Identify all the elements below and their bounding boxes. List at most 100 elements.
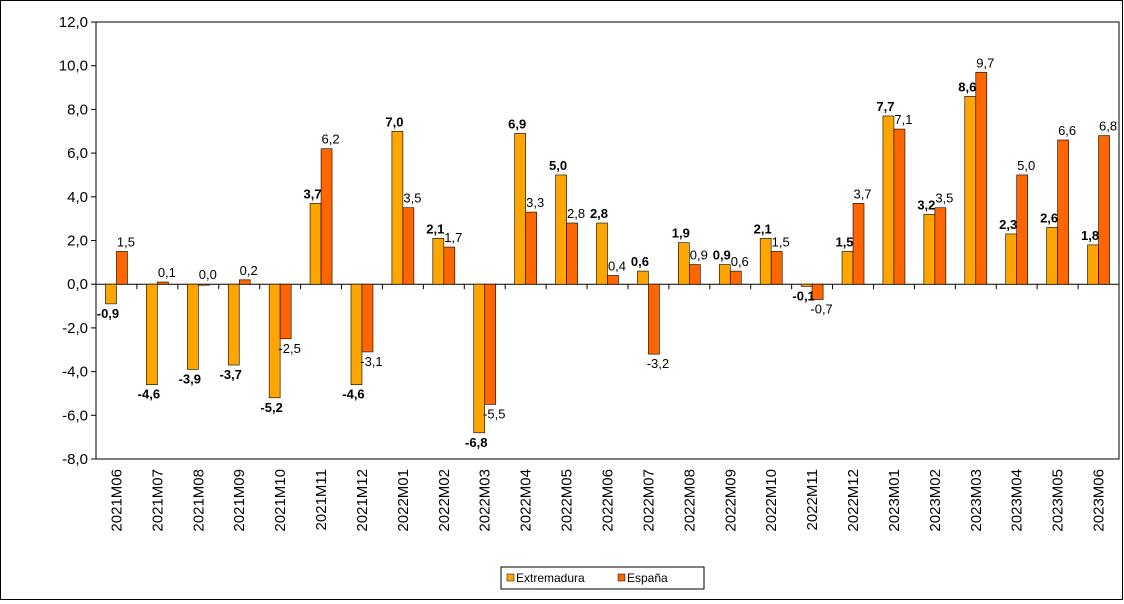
data-label-extremadura: 2,1 xyxy=(426,221,444,236)
y-tick-label: 2,0 xyxy=(67,233,88,250)
y-tick-label: 12,0 xyxy=(59,14,88,31)
y-tick-label: 6,0 xyxy=(67,145,88,162)
data-label-espana: -2,5 xyxy=(278,341,300,356)
bar-extremadura xyxy=(923,213,936,285)
bar-espana xyxy=(116,251,128,285)
y-tick-label: -2,0 xyxy=(62,320,88,337)
x-tick-label: 2023M05 xyxy=(1050,469,1067,532)
data-label-espana: 0,4 xyxy=(608,258,626,273)
data-label-extremadura: -0,9 xyxy=(97,306,119,321)
bar-espana xyxy=(852,203,865,285)
data-label-extremadura: 0,6 xyxy=(631,254,649,269)
legend-box xyxy=(500,566,705,590)
bar-espana xyxy=(893,128,906,285)
data-label-extremadura: 2,8 xyxy=(590,206,608,221)
data-label-espana: -3,1 xyxy=(360,354,382,369)
bar-espana xyxy=(1098,135,1110,285)
data-label-extremadura: -4,6 xyxy=(342,387,364,402)
bar-extremadura xyxy=(1005,233,1018,285)
bar-extremadura xyxy=(678,242,690,285)
data-label-extremadura: 7,0 xyxy=(385,114,403,129)
bar-extremadura xyxy=(514,133,526,285)
x-tick-label: 2022M03 xyxy=(477,469,494,532)
bar-extremadura xyxy=(555,174,567,285)
x-tick-label: 2022M08 xyxy=(681,469,698,532)
y-tick-label: 10,0 xyxy=(59,58,88,75)
bar-extremadura xyxy=(1046,227,1058,285)
bar-extremadura xyxy=(800,283,813,287)
data-label-espana: 3,5 xyxy=(403,191,421,206)
bars xyxy=(105,71,1110,434)
x-tick-label: 2022M06 xyxy=(600,469,617,532)
data-label-espana: 3,3 xyxy=(526,195,544,210)
y-tick-label: 8,0 xyxy=(67,101,88,118)
legend-swatch-extremadura xyxy=(506,573,515,582)
y-tick-label: 4,0 xyxy=(67,189,88,206)
bar-espana xyxy=(198,283,210,286)
x-tick-label: 2021M09 xyxy=(231,469,248,532)
bar-espana xyxy=(1057,139,1069,285)
data-label-espana: -5,5 xyxy=(483,406,505,421)
x-tick-label: 2022M11 xyxy=(804,469,821,530)
x-tick-label: 2022M12 xyxy=(845,469,862,532)
bar-extremadura xyxy=(105,283,117,305)
data-label-extremadura: 7,7 xyxy=(876,99,894,114)
data-label-espana: -0,7 xyxy=(810,301,832,316)
bar-extremadura xyxy=(1087,244,1099,285)
y-tick-label: -8,0 xyxy=(62,451,88,468)
bar-extremadura xyxy=(882,115,895,285)
data-label-extremadura: 1,9 xyxy=(672,226,690,241)
x-axis: 2021M06 2021M07 2021M08 2021M09 2021M10 2021M… xyxy=(95,284,1120,532)
x-tick-label: 2023M02 xyxy=(927,469,944,532)
bar-extremadura xyxy=(637,270,649,285)
data-label-espana: 1,5 xyxy=(117,234,135,249)
x-tick-label: 2022M02 xyxy=(436,469,453,532)
bar-extremadura xyxy=(187,283,199,370)
bar-espana xyxy=(607,275,619,285)
x-tick-label: 2021M06 xyxy=(108,469,125,532)
data-label-espana: 0,9 xyxy=(690,248,708,263)
data-label-espana: 3,5 xyxy=(935,191,953,206)
data-label-espana: 0,0 xyxy=(199,267,217,282)
bar-extremadura xyxy=(146,283,158,386)
data-label-espana: 9,7 xyxy=(976,55,994,70)
x-tick-label: 2023M06 xyxy=(1091,469,1108,532)
data-label-extremadura: -0,1 xyxy=(792,288,814,303)
data-label-extremadura: 6,9 xyxy=(508,116,526,131)
data-label-espana: 7,1 xyxy=(894,112,912,127)
data-label-extremadura: -5,2 xyxy=(260,400,282,415)
legend-swatch-espana xyxy=(617,573,626,582)
bar-extremadura xyxy=(391,130,404,285)
data-label-extremadura: 1,8 xyxy=(1081,228,1099,243)
bar-espana xyxy=(484,283,497,405)
data-label-espana: 0,1 xyxy=(158,265,176,280)
data-label-espana: 2,8 xyxy=(567,206,585,221)
bar-espana xyxy=(811,283,824,300)
x-tick-label: 2022M09 xyxy=(722,469,739,532)
data-label-extremadura: 2,3 xyxy=(999,217,1017,232)
x-tick-label: 2023M04 xyxy=(1009,469,1026,532)
y-tick-label: -6,0 xyxy=(62,407,88,424)
bar-extremadura xyxy=(759,238,772,285)
bar-extremadura xyxy=(432,238,445,285)
bar-extremadura xyxy=(841,251,854,285)
bar-espana xyxy=(525,211,537,285)
legend-label-espana: España xyxy=(627,571,668,585)
data-label-extremadura: -4,6 xyxy=(138,387,160,402)
data-label-espana: 6,6 xyxy=(1058,123,1076,138)
x-tick-label: 2021M08 xyxy=(190,469,207,532)
data-label-extremadura: 5,0 xyxy=(549,158,567,173)
data-label-espana: 1,7 xyxy=(444,230,462,245)
y-tick-label: -4,0 xyxy=(62,364,88,381)
bar-espana xyxy=(770,251,783,285)
bar-extremadura xyxy=(227,283,240,366)
data-label-espana: 0,2 xyxy=(240,263,258,278)
x-tick-label: 2022M04 xyxy=(518,469,535,532)
x-tick-label: 2022M05 xyxy=(559,469,576,532)
x-tick-label: 2021M11 xyxy=(313,469,330,530)
bar-espana xyxy=(975,71,988,285)
bar-extremadura xyxy=(268,283,281,399)
bar-espana xyxy=(689,264,701,285)
